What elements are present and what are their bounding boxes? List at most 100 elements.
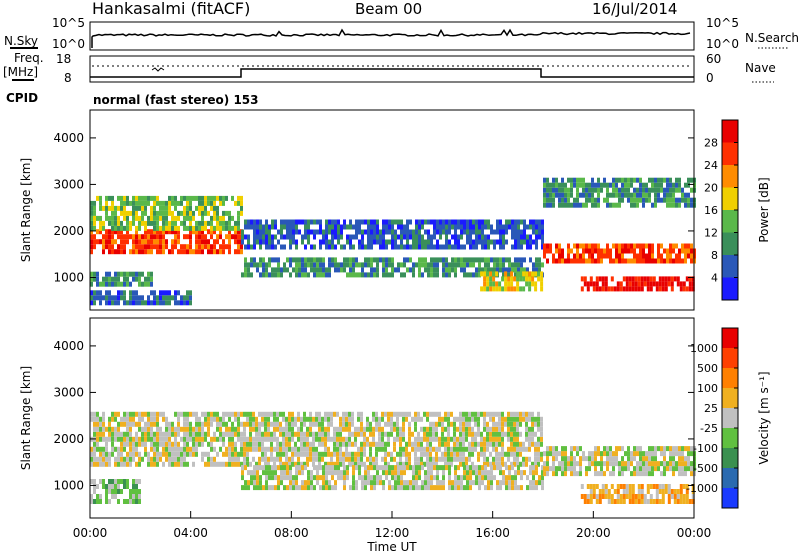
heatmap-cell-4 bbox=[337, 219, 340, 225]
heatmap-cell-5 bbox=[376, 272, 379, 278]
heatmap-cell-0 bbox=[138, 451, 141, 457]
heatmap-cell-0 bbox=[192, 436, 195, 442]
heatmap-cell-3 bbox=[147, 295, 150, 301]
heatmap-cell-3 bbox=[618, 466, 621, 472]
heatmap-cell-0 bbox=[477, 416, 480, 422]
heatmap-cell-4 bbox=[310, 229, 313, 235]
heatmap-cell-0 bbox=[366, 436, 369, 442]
heatmap-cell-4 bbox=[334, 219, 337, 225]
heatmap-cell-0 bbox=[357, 456, 360, 462]
heatmap-cell-0 bbox=[348, 436, 351, 442]
heatmap-cell-5 bbox=[346, 262, 349, 268]
heatmap-cell-2 bbox=[346, 475, 349, 481]
heatmap-cell-2 bbox=[430, 470, 433, 476]
heatmap-cell-0 bbox=[177, 461, 180, 467]
heatmap-cell-0 bbox=[459, 456, 462, 462]
heatmap-cell-7 bbox=[582, 253, 585, 259]
heatmap-cell-0 bbox=[306, 461, 309, 467]
heatmap-cell-4 bbox=[445, 224, 448, 230]
heatmap-cell-9 bbox=[645, 187, 648, 193]
heatmap-cell-0 bbox=[372, 441, 375, 447]
heatmap-cell-0 bbox=[519, 461, 522, 467]
heatmap-cell-2 bbox=[541, 485, 544, 491]
heatmap-cell-4 bbox=[277, 239, 280, 245]
heatmap-cell-2 bbox=[454, 470, 457, 476]
heatmap-cell-0 bbox=[465, 411, 468, 417]
heatmap-cell-4 bbox=[400, 239, 403, 245]
heatmap-cell-4 bbox=[286, 219, 289, 225]
heatmap-cell-4 bbox=[328, 244, 331, 250]
heatmap-cell-4 bbox=[388, 229, 391, 235]
heatmap-cell-8 bbox=[646, 276, 650, 282]
heatmap-cell-0 bbox=[177, 456, 180, 462]
heatmap-cell-0 bbox=[228, 411, 231, 417]
heatmap-cell-0 bbox=[465, 446, 468, 452]
heatmap-cell-0 bbox=[240, 249, 243, 255]
heatmap-cell-1 bbox=[222, 200, 225, 206]
heatmap-cell-3 bbox=[690, 451, 693, 457]
heatmap-cell-2 bbox=[475, 470, 478, 476]
heatmap-cell-0 bbox=[234, 411, 237, 417]
heatmap-cell-0 bbox=[321, 456, 324, 462]
heatmap-cell-8 bbox=[586, 281, 590, 287]
heatmap-cell-4 bbox=[478, 229, 481, 235]
heatmap-cell-7 bbox=[609, 258, 612, 264]
heatmap-cell-3 bbox=[600, 456, 603, 462]
heatmap-cell-0 bbox=[141, 426, 144, 432]
cpid-label: CPID bbox=[6, 91, 38, 105]
heatmap-cell-8 bbox=[604, 281, 608, 287]
heatmap-cell-0 bbox=[195, 416, 198, 422]
heatmap-cell-8 bbox=[667, 281, 671, 287]
heatmap-cell-0 bbox=[153, 421, 156, 427]
heatmap-cell-9 bbox=[687, 177, 690, 183]
heatmap-cell-0 bbox=[126, 441, 129, 447]
heatmap-cell-1 bbox=[117, 195, 120, 201]
time-x-axis: 00:00 04:00 08:00 12:00 16:00 20:00 00:00 bbox=[73, 511, 711, 540]
heatmap-cell-0 bbox=[252, 411, 255, 417]
heatmap-cell-0 bbox=[495, 451, 498, 457]
heatmap-cell-2 bbox=[141, 271, 144, 277]
heatmap-cell-5 bbox=[331, 257, 334, 263]
heatmap-cell-9 bbox=[666, 182, 669, 188]
heatmap-cell-0 bbox=[246, 411, 249, 417]
heatmap-cell-9 bbox=[642, 197, 645, 203]
heatmap-cell-0 bbox=[312, 451, 315, 457]
heatmap-cell-2 bbox=[301, 480, 304, 486]
heatmap-cell-0 bbox=[291, 416, 294, 422]
heatmap-cell-0 bbox=[387, 461, 390, 467]
heatmap-cell-0 bbox=[429, 436, 432, 442]
heatmap-cell-4 bbox=[367, 229, 370, 235]
heatmap-cell-1 bbox=[123, 215, 126, 221]
heatmap-cell-4 bbox=[604, 494, 608, 499]
heatmap-cell-1 bbox=[198, 205, 201, 211]
heatmap-cell-0 bbox=[540, 416, 543, 422]
heatmap-cell-1 bbox=[147, 215, 150, 221]
heatmap-cell-2 bbox=[466, 470, 469, 476]
heatmap-cell-0 bbox=[357, 451, 360, 457]
heatmap-cell-9 bbox=[576, 187, 579, 193]
heatmap-cell-0 bbox=[141, 411, 144, 417]
heatmap-cell-3 bbox=[645, 451, 648, 457]
heatmap-cell-0 bbox=[498, 451, 501, 457]
heatmap-cell-0 bbox=[501, 431, 504, 437]
heatmap-cell-4 bbox=[241, 229, 244, 235]
heatmap-cell-2 bbox=[541, 465, 544, 471]
heatmap-cell-0 bbox=[447, 426, 450, 432]
heatmap-cell-9 bbox=[582, 177, 585, 183]
heatmap-cell-2 bbox=[322, 470, 325, 476]
heatmap-cell-9 bbox=[585, 182, 588, 188]
heatmap-cell-4 bbox=[496, 239, 499, 245]
heatmap-cell-1 bbox=[129, 489, 132, 494]
heatmap-cell-2 bbox=[541, 475, 544, 481]
heatmap-cell-0 bbox=[468, 441, 471, 447]
heatmap-cell-0 bbox=[462, 446, 465, 452]
heatmap-cell-2 bbox=[394, 465, 397, 471]
heatmap-cell-8 bbox=[661, 281, 665, 287]
heatmap-cell-4 bbox=[487, 224, 490, 230]
heatmap-cell-2 bbox=[457, 465, 460, 471]
heatmap-cell-0 bbox=[390, 431, 393, 437]
heatmap-cell-6 bbox=[525, 281, 529, 287]
heatmap-cell-9 bbox=[636, 197, 639, 203]
heatmap-cell-0 bbox=[162, 436, 165, 442]
heatmap-cell-0 bbox=[282, 451, 285, 457]
